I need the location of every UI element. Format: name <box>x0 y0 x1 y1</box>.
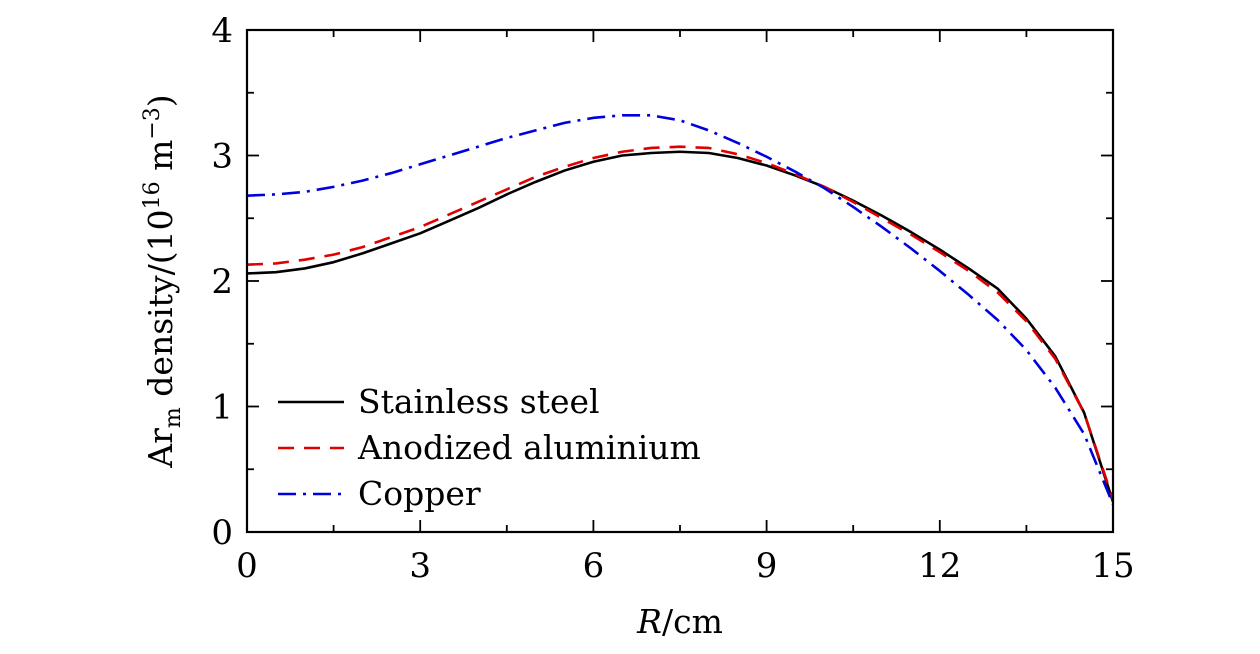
x-tick-label: 0 <box>236 546 258 586</box>
x-axis-label: R/cm <box>636 602 723 641</box>
y-axis-label-close: ) <box>141 94 180 107</box>
series-line-1 <box>246 145 1115 500</box>
legend: Stainless steel Anodized aluminium Copper <box>278 382 701 513</box>
y-axis-label-mid: density/(10 <box>141 209 180 407</box>
x-tick-label: 12 <box>918 546 961 586</box>
y-tick-label: 0 <box>211 513 233 553</box>
axis-ticks <box>246 29 1114 533</box>
x-axis-label-unit: /cm <box>662 602 723 641</box>
x-tick-label: 6 <box>583 546 605 586</box>
y-axis-label: Arm density/(1016 m−3) <box>140 94 186 468</box>
x-tick-label: 15 <box>1091 546 1134 586</box>
legend-label: Anodized aluminium <box>357 428 701 467</box>
x-tick-label: 9 <box>756 546 778 586</box>
y-axis-label-sup2: −3 <box>140 107 165 139</box>
x-tick-label: 3 <box>409 546 431 586</box>
legend-label: Copper <box>358 474 481 513</box>
y-axis-label-m: m <box>141 140 180 182</box>
plot-area <box>246 114 1115 505</box>
series-line-2 <box>246 114 1115 505</box>
legend-label: Stainless steel <box>358 382 600 421</box>
y-tick-label: 3 <box>211 137 233 177</box>
y-tick-label: 1 <box>211 388 233 428</box>
y-axis-label-subscript: m <box>161 407 186 428</box>
y-tick-label: 2 <box>211 262 233 302</box>
series-line-0 <box>246 150 1115 503</box>
x-axis-label-variable: R <box>636 602 662 641</box>
y-axis-label-sup1: 16 <box>140 181 165 209</box>
y-axis-label-prefix: Ar <box>141 428 180 469</box>
y-tick-label: 4 <box>211 11 233 51</box>
